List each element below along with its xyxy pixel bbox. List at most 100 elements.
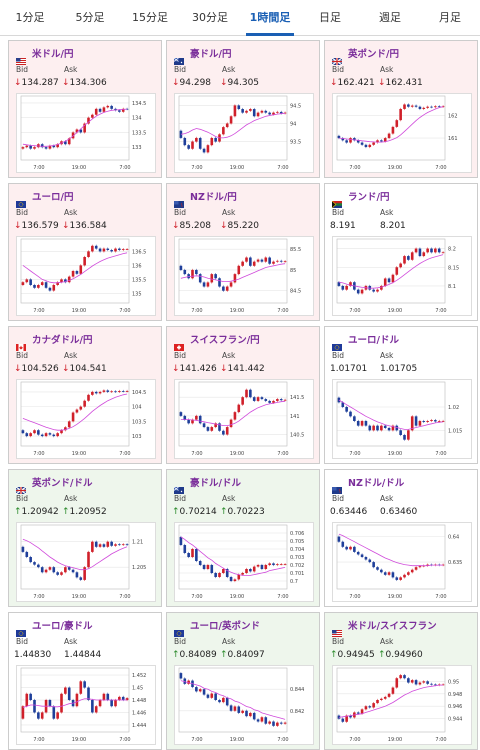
candle-body — [380, 285, 383, 290]
currency-pair-title[interactable]: 豪ドル/円 — [190, 49, 232, 60]
price-chart[interactable]: 8.2 8.15 8.1 7:00 19:00 7:00 — [332, 236, 472, 316]
rate-card[interactable]: 英ポンド/円 Bid Ask ↓162.421 ↓162.431 162 161 7:00 19… — [324, 40, 478, 178]
price-chart[interactable]: 104.5 104 103.5 103 7:00 19:00 7:00 — [16, 379, 156, 459]
currency-pair-title[interactable]: スイスフラン/円 — [190, 335, 260, 346]
candle-body — [399, 108, 402, 121]
candle-body — [214, 693, 217, 700]
candle-body — [399, 675, 402, 679]
price-chart[interactable]: 0.64 0.635 7:00 19:00 7:00 — [332, 522, 472, 602]
candle-body — [191, 141, 194, 149]
tab-6[interactable]: 週足 — [379, 11, 401, 24]
candle-body — [202, 282, 206, 287]
currency-pair-title[interactable]: ユーロ/豪ドル — [32, 621, 93, 632]
price-chart[interactable]: 85.5 85 84.5 7:00 19:00 7:00 — [174, 236, 314, 316]
currency-pair-title[interactable]: NZドル/円 — [190, 192, 237, 203]
candle-body — [387, 693, 391, 697]
rate-card[interactable]: 米ドル/スイスフラン Bid Ask ↑0.94945 ↑0.94960 0.95 0.94… — [324, 612, 478, 750]
candle-body — [395, 425, 399, 431]
flag-icon — [174, 622, 184, 637]
bid-label: Bid — [332, 494, 344, 503]
tab-5[interactable]: 日足 — [319, 11, 341, 24]
candle-body — [83, 123, 86, 133]
candle-body — [222, 127, 225, 135]
currency-pair-title[interactable]: NZドル/ドル — [348, 478, 405, 489]
bid-value: ↑0.94945 — [330, 650, 375, 660]
candle-body — [256, 259, 260, 262]
price-chart[interactable]: 1.02 1.015 7:00 19:00 7:00 — [332, 379, 472, 459]
candle-body — [364, 706, 368, 710]
candle-body — [94, 245, 98, 249]
candle-body — [399, 430, 402, 435]
rate-card[interactable]: 豪ドル/円 Bid Ask ↓94.298 ↓94.305 94.5 94 93.5 7:00 1… — [166, 40, 320, 178]
rate-card[interactable]: NZドル/円 Bid Ask ↓85.208 ↓85.220 85.5 85 84.5 7:00… — [166, 183, 320, 321]
bid-label: Bid — [332, 351, 344, 360]
candle-body — [71, 271, 75, 277]
rate-card[interactable]: カナダドル/円 Bid Ask ↓104.526 ↓104.541 104.5 104 103… — [8, 326, 162, 464]
price-chart[interactable]: 94.5 94 93.5 7:00 19:00 7:00 — [174, 93, 314, 173]
rate-card[interactable]: ユーロ/英ポンド Bid Ask ↑0.84089 ↑0.84097 0.844 0.842… — [166, 612, 320, 750]
price-chart[interactable]: 141.5 141 140.5 7:00 19:00 7:00 — [174, 379, 314, 459]
y-tick-label: 1.21 — [132, 540, 143, 546]
candle-body — [79, 265, 83, 274]
price-chart[interactable]: 162 161 7:00 19:00 7:00 — [332, 93, 472, 173]
candle-body — [71, 412, 75, 422]
price-chart[interactable]: 0.706 0.705 0.704 0.703 0.702 0.701 0.7 7:00 19:… — [174, 522, 314, 602]
rate-card[interactable]: ユーロ/円 Bid Ask ↓136.579 ↓136.584 136.5 136 135.5… — [8, 183, 162, 321]
rate-card[interactable]: ユーロ/豪ドル Bid Ask 1.44830 1.44844 1.452 1.45 1.44… — [8, 612, 162, 750]
candle-body — [75, 129, 79, 133]
tab-4[interactable]: 1時間足 — [240, 0, 300, 36]
price-chart[interactable]: 0.844 0.842 7:00 19:00 7:00 — [174, 665, 314, 745]
tab-7[interactable]: 月足 — [439, 11, 461, 24]
tab-0[interactable]: 1分足 — [15, 11, 45, 24]
currency-pair-title[interactable]: 米ドル/スイスフラン — [348, 621, 437, 632]
candle-body — [272, 112, 275, 115]
x-tick-label: 7:00 — [191, 308, 202, 314]
ask-label: Ask — [222, 637, 236, 646]
ask-label: Ask — [380, 351, 394, 360]
rate-card[interactable]: 英ポンド/ドル Bid Ask ↑1.20942 ↑1.20952 1.21 1.205 7:… — [8, 469, 162, 607]
tab-3[interactable]: 30分足 — [192, 11, 228, 24]
price-chart[interactable]: 134.5 134 133.5 133 7:00 19:00 7:00 — [16, 93, 156, 173]
currency-pair-title[interactable]: 英ポンド/円 — [348, 49, 399, 60]
candle-body — [426, 106, 429, 108]
price-chart[interactable]: 136.5 136 135.5 135 7:00 19:00 7:00 — [16, 236, 156, 316]
price-chart[interactable]: 0.95 0.948 0.946 0.944 7:00 19:00 7:00 — [332, 665, 472, 745]
candle-body — [418, 106, 422, 109]
rate-card[interactable]: 米ドル/円 Bid Ask ↓134.287 ↓134.306 134.5 134 133.5… — [8, 40, 162, 178]
candle-body — [272, 721, 275, 726]
chart-svg: 8.2 8.15 8.1 7:00 19:00 7:00 — [336, 238, 459, 314]
ask-value: 1.01705 — [380, 364, 418, 374]
y-tick-label: 8.1 — [448, 284, 456, 290]
rate-card[interactable]: ユーロ/ドル Bid Ask 1.01701 1.01705 1.02 1.015 7:00 1… — [324, 326, 478, 464]
x-tick-label: 7:00 — [349, 594, 360, 600]
price-chart[interactable]: 1.452 1.45 1.448 1.446 1.444 7:00 19:00 7:00 — [16, 665, 156, 745]
candle-body — [407, 256, 410, 260]
rate-card[interactable]: ランド/円 Bid Ask 8.191 8.201 8.2 8.15 8.1 7:00 19:00… — [324, 183, 478, 321]
currency-pair-title[interactable]: ユーロ/ドル — [348, 335, 399, 346]
bid-value: 0.63446 — [330, 507, 368, 517]
y-tick-label: 135 — [132, 291, 142, 297]
candle-body — [195, 269, 198, 275]
candle-body — [245, 569, 248, 573]
currency-pair-title[interactable]: ランド/円 — [348, 192, 390, 203]
y-tick-label: 1.02 — [448, 405, 459, 411]
currency-pair-title[interactable]: ユーロ/英ポンド — [190, 621, 260, 632]
timeframe-tabs: 1分足 5分足 15分足 30分足 1時間足 日足 週足 月足 — [0, 0, 480, 36]
currency-pair-title[interactable]: 米ドル/円 — [32, 49, 74, 60]
currency-pair-title[interactable]: カナダドル/円 — [32, 335, 93, 346]
candle-body — [48, 145, 52, 149]
currency-pair-title[interactable]: 英ポンド/ドル — [32, 478, 93, 489]
candle-body — [83, 567, 86, 580]
tab-2[interactable]: 15分足 — [132, 11, 168, 24]
candle-body — [198, 689, 202, 692]
rate-card[interactable]: 豪ドル/ドル Bid Ask ↑0.70214 ↑0.70223 0.706 0.705 0.… — [166, 469, 320, 607]
rate-card[interactable]: NZドル/ドル Bid Ask 0.63446 0.63460 0.64 0.635 7:00… — [324, 469, 478, 607]
candle-body — [426, 564, 429, 566]
currency-pair-title[interactable]: 豪ドル/ドル — [190, 478, 241, 489]
tab-1[interactable]: 5分足 — [75, 11, 105, 24]
candle-body — [376, 425, 379, 431]
price-chart[interactable]: 1.21 1.205 7:00 19:00 7:00 — [16, 522, 156, 602]
down-arrow-icon: ↓ — [172, 221, 180, 231]
currency-pair-title[interactable]: ユーロ/円 — [32, 192, 74, 203]
rate-card[interactable]: スイスフラン/円 Bid Ask ↓141.426 ↓141.442 141.5 141 14… — [166, 326, 320, 464]
